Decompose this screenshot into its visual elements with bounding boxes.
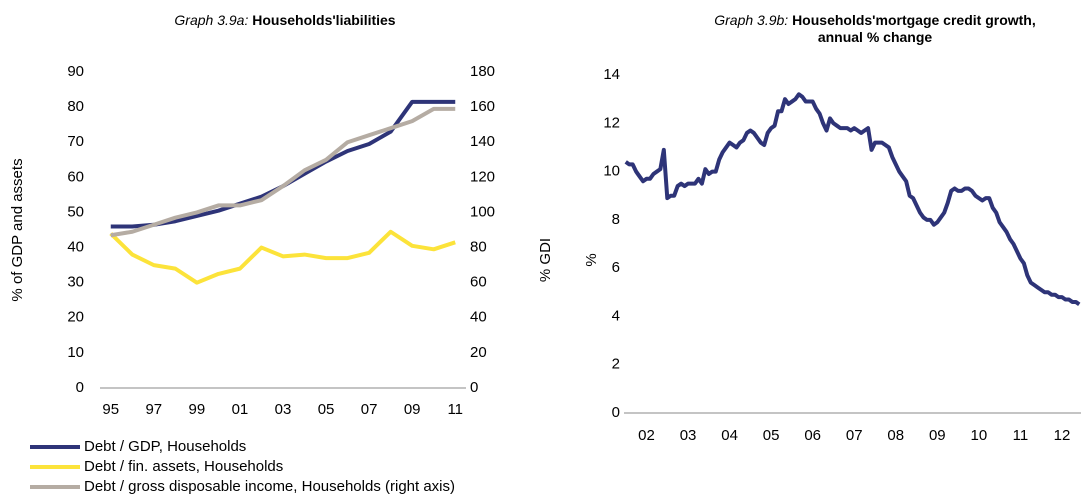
series-line [110, 99, 456, 229]
y2-tick-label: 160 [470, 98, 495, 115]
y2-axis-title: % GDI [537, 238, 554, 282]
y2-tick-label: 20 [470, 344, 487, 361]
x-tick-label: 02 [638, 427, 655, 444]
legend-label: Debt / gross disposable income, Househol… [84, 478, 455, 495]
x-tick-label: 04 [721, 427, 738, 444]
y-tick-label: 80 [67, 98, 84, 115]
x-tick-label: 99 [189, 401, 206, 418]
x-tick-label: 06 [804, 427, 821, 444]
x-tick-label: 08 [887, 427, 904, 444]
y2-tick-label: 180 [470, 63, 495, 80]
y-tick-label: 20 [67, 309, 84, 326]
y-tick-label: 30 [67, 274, 84, 291]
y-tick-label: 60 [67, 168, 84, 185]
legend-label: Debt / fin. assets, Households [84, 458, 283, 475]
x-tick-label: 12 [1054, 427, 1071, 444]
x-tick-label: 95 [102, 401, 119, 418]
title: Households'mortgage credit growth, annua… [792, 12, 1036, 45]
y-tick-label: 8 [612, 211, 620, 228]
x-tick-label: 05 [318, 401, 335, 418]
y2-tick-label: 0 [470, 379, 478, 396]
y-tick-label: 10 [67, 344, 84, 361]
y-tick-label: 2 [612, 356, 620, 373]
y2-tick-label: 80 [470, 239, 487, 256]
y-tick-label: 90 [67, 63, 84, 80]
series-line [624, 92, 1081, 306]
y2-tick-label: 140 [470, 133, 495, 150]
x-tick-label: 03 [275, 401, 292, 418]
y-tick-label: 6 [612, 259, 620, 276]
title-prefix: Graph 3.9b: [714, 12, 789, 28]
x-tick-label: 97 [145, 401, 162, 418]
y-tick-label: 14 [603, 66, 620, 83]
title-a: Graph 3.9a: Households'liabilities [100, 12, 470, 29]
y-tick-label: 0 [76, 379, 84, 396]
title: Households'liabilities [252, 12, 396, 28]
title-prefix: Graph 3.9a: [174, 12, 249, 28]
x-tick-label: 11 [447, 401, 463, 418]
x-tick-label: 03 [680, 427, 697, 444]
y-axis-title: % [583, 253, 600, 266]
y2-tick-label: 60 [470, 274, 487, 291]
x-tick-label: 01 [232, 401, 249, 418]
y2-tick-label: 100 [470, 203, 495, 220]
series-line [109, 229, 456, 285]
y-tick-label: 10 [603, 163, 620, 180]
x-tick-label: 11 [1013, 427, 1029, 444]
y-tick-label: 12 [603, 114, 620, 131]
y-tick-label: 0 [612, 404, 620, 421]
x-tick-label: 10 [971, 427, 988, 444]
y-tick-label: 50 [67, 203, 84, 220]
y-tick-label: 40 [67, 239, 84, 256]
x-tick-label: 09 [404, 401, 421, 418]
x-tick-label: 07 [846, 427, 863, 444]
y-tick-label: 70 [67, 133, 84, 150]
y-axis-title: % of GDP and assets [9, 158, 26, 301]
x-tick-label: 09 [929, 427, 946, 444]
series-line [110, 106, 456, 238]
x-tick-label: 05 [763, 427, 780, 444]
legend-label: Debt / GDP, Households [84, 438, 246, 455]
y2-tick-label: 120 [470, 168, 495, 185]
title-b: Graph 3.9b: Households'mortgage credit g… [690, 12, 1060, 46]
x-tick-label: 07 [361, 401, 378, 418]
y-tick-label: 4 [612, 307, 620, 324]
y2-tick-label: 40 [470, 309, 487, 326]
